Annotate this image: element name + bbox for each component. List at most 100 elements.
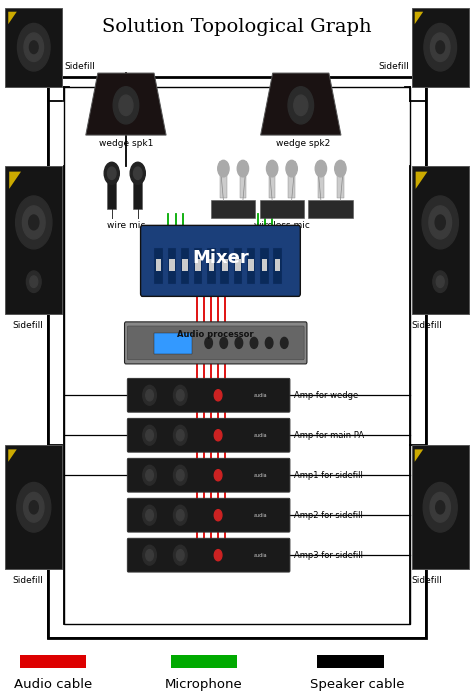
Circle shape — [119, 95, 133, 116]
Polygon shape — [261, 73, 341, 135]
Bar — [19, 655, 86, 668]
Polygon shape — [415, 12, 423, 24]
Circle shape — [28, 215, 39, 230]
Circle shape — [335, 160, 346, 177]
Text: Solution Topological Graph: Solution Topological Graph — [102, 18, 372, 36]
Text: wedge spk2: wedge spk2 — [276, 139, 330, 148]
Text: Sidefill: Sidefill — [412, 576, 443, 585]
FancyBboxPatch shape — [128, 418, 290, 452]
Text: Sidefill: Sidefill — [64, 62, 95, 71]
Bar — [412, 446, 469, 569]
Text: audia: audia — [254, 393, 267, 398]
Text: Amp3 for sidefill: Amp3 for sidefill — [294, 550, 363, 559]
Bar — [5, 166, 62, 314]
Circle shape — [422, 196, 458, 249]
Text: audia: audia — [254, 473, 267, 477]
Circle shape — [294, 95, 308, 116]
Polygon shape — [416, 171, 428, 189]
Polygon shape — [415, 450, 423, 462]
Text: wire mic: wire mic — [107, 221, 145, 230]
Polygon shape — [8, 12, 17, 24]
Bar — [318, 172, 324, 198]
Bar — [182, 259, 188, 271]
Circle shape — [143, 465, 156, 485]
Text: Sidefill: Sidefill — [12, 576, 44, 585]
Bar — [209, 259, 214, 271]
FancyBboxPatch shape — [125, 322, 307, 364]
Bar — [412, 8, 469, 87]
Circle shape — [173, 425, 187, 445]
FancyBboxPatch shape — [128, 498, 290, 532]
Circle shape — [146, 509, 154, 520]
Circle shape — [17, 482, 51, 532]
Bar — [337, 172, 344, 198]
Text: Mixer: Mixer — [192, 248, 249, 266]
Circle shape — [423, 482, 457, 532]
Circle shape — [266, 160, 278, 177]
Circle shape — [424, 24, 456, 71]
Bar — [195, 259, 201, 271]
FancyBboxPatch shape — [141, 226, 301, 296]
Circle shape — [218, 160, 229, 177]
Text: Amp1 for sidefill: Amp1 for sidefill — [294, 471, 363, 480]
Circle shape — [235, 337, 243, 348]
Circle shape — [429, 206, 452, 239]
Circle shape — [24, 33, 44, 62]
Circle shape — [146, 430, 154, 441]
Circle shape — [288, 87, 314, 124]
Bar — [194, 248, 202, 284]
Bar — [220, 172, 227, 198]
FancyBboxPatch shape — [128, 326, 304, 359]
Circle shape — [130, 162, 146, 185]
Circle shape — [430, 492, 450, 522]
Circle shape — [146, 390, 154, 401]
Bar — [235, 259, 241, 271]
Circle shape — [176, 470, 184, 481]
Circle shape — [281, 337, 288, 348]
Bar — [181, 248, 189, 284]
Bar — [222, 259, 228, 271]
Bar — [273, 248, 282, 284]
Bar — [133, 177, 143, 209]
Circle shape — [433, 271, 447, 292]
Text: Sidefill: Sidefill — [379, 62, 410, 71]
Polygon shape — [86, 73, 166, 135]
Polygon shape — [9, 171, 21, 189]
Bar — [167, 248, 176, 284]
Bar — [248, 259, 254, 271]
Text: audia: audia — [254, 433, 267, 438]
Bar — [318, 655, 383, 668]
Bar — [262, 259, 267, 271]
Circle shape — [143, 505, 156, 525]
Circle shape — [265, 337, 273, 348]
Bar — [247, 248, 255, 284]
Circle shape — [214, 550, 222, 561]
Bar — [234, 248, 242, 284]
Circle shape — [16, 196, 52, 249]
Circle shape — [108, 167, 116, 180]
Circle shape — [30, 276, 38, 287]
Text: Sidefill: Sidefill — [12, 321, 44, 330]
Bar — [156, 259, 161, 271]
Text: audia: audia — [254, 513, 267, 518]
Text: Audio cable: Audio cable — [14, 677, 92, 691]
Bar — [269, 172, 275, 198]
Bar — [5, 8, 62, 87]
Circle shape — [173, 465, 187, 485]
Bar — [169, 259, 174, 271]
FancyBboxPatch shape — [128, 539, 290, 572]
Circle shape — [143, 385, 156, 405]
Bar — [260, 201, 304, 218]
Circle shape — [134, 167, 142, 180]
Circle shape — [27, 271, 41, 292]
Circle shape — [436, 41, 445, 53]
Circle shape — [113, 87, 139, 124]
Bar — [155, 333, 192, 354]
Circle shape — [205, 337, 212, 348]
Circle shape — [18, 24, 50, 71]
Bar — [64, 87, 410, 625]
Circle shape — [22, 206, 45, 239]
Bar — [275, 259, 281, 271]
Circle shape — [435, 215, 446, 230]
Circle shape — [214, 470, 222, 481]
